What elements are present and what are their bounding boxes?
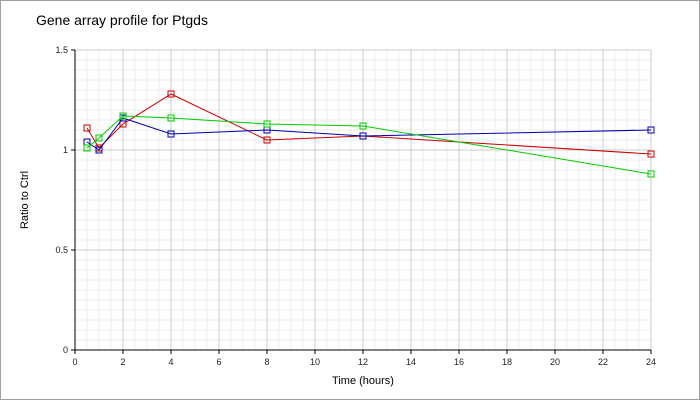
x-tick-label: 4 — [168, 357, 173, 367]
y-tick-label: 0.5 — [55, 245, 68, 255]
x-tick-label: 24 — [646, 357, 656, 367]
y-axis-label: Ratio to Ctrl — [19, 171, 31, 229]
y-tick-label: 1.5 — [55, 45, 68, 55]
series-1-point — [263, 136, 271, 144]
y-tick-label: 1 — [63, 145, 68, 155]
chart-title: Gene array profile for Ptgds — [36, 12, 208, 28]
series-3-point — [359, 122, 367, 130]
series-3-point — [119, 112, 127, 120]
series-3-point — [167, 114, 175, 122]
x-tick-label: 10 — [310, 357, 320, 367]
x-tick-label: 2 — [120, 357, 125, 367]
x-tick-label: 6 — [216, 357, 221, 367]
series-2-point — [167, 130, 175, 138]
x-tick-label: 12 — [358, 357, 368, 367]
x-tick-label: 14 — [406, 357, 416, 367]
series-1-point — [83, 124, 91, 132]
x-axis-label: Time (hours) — [332, 375, 394, 387]
series-3-point — [95, 134, 103, 142]
series-2-point — [95, 146, 103, 154]
series-line-2 — [86, 117, 652, 151]
x-tick-label: 22 — [598, 357, 608, 367]
series-3-point — [647, 170, 655, 178]
series-1-point — [647, 150, 655, 158]
x-tick-label: 20 — [550, 357, 560, 367]
series-1-point — [167, 90, 175, 98]
x-tick-label: 8 — [264, 357, 269, 367]
series-line-3 — [86, 115, 652, 175]
y-tick-label: 0 — [63, 345, 68, 355]
series-2-point — [647, 126, 655, 134]
x-tick-label: 18 — [502, 357, 512, 367]
series-3-point — [263, 120, 271, 128]
series-2-point — [359, 132, 367, 140]
series-3-point — [83, 144, 91, 152]
x-tick-label: 16 — [454, 357, 464, 367]
x-tick-label: 0 — [72, 357, 77, 367]
